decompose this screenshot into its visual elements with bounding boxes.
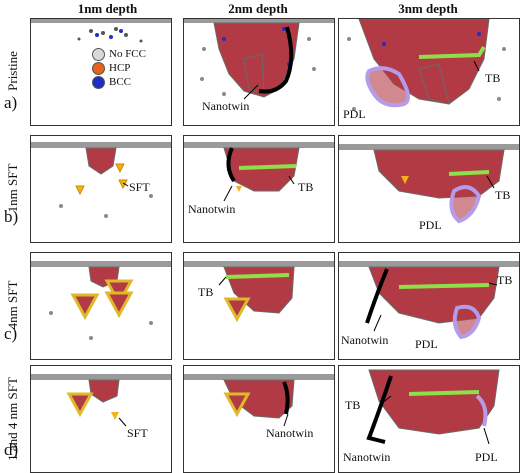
- column-header-2nm: 2nm depth: [228, 1, 288, 16]
- nanotwin-line: [365, 268, 389, 324]
- tb-line: [448, 170, 490, 176]
- label-nanotwin-a: Nanotwin: [202, 99, 250, 113]
- column-header-1nm: 1nm depth: [77, 1, 138, 16]
- label-tb-c3: TB: [497, 273, 513, 287]
- atom-render-c-1nm: [31, 261, 171, 340]
- sft-markers: [70, 279, 134, 321]
- atom-render-c-2nm: [184, 261, 334, 323]
- panel-b-1nm: SFT: [30, 135, 172, 243]
- tb-line: [418, 45, 486, 59]
- label-sft-b: SFT: [129, 180, 150, 194]
- hcp-swatch: [92, 61, 105, 75]
- tb-line: [238, 164, 297, 170]
- legend-item-hcp: HCP: [92, 61, 146, 75]
- legend-item-no-fcc: No FCC: [92, 47, 146, 61]
- pdl-outline: [452, 304, 482, 340]
- panel-a-3nm: TB PDL: [338, 18, 520, 126]
- label-nanotwin-c: Nanotwin: [341, 333, 389, 347]
- row-letter-b: b): [4, 207, 19, 226]
- atom-render-a-1nm: [31, 19, 171, 43]
- row-letter-c: c): [4, 324, 18, 343]
- tb-line: [398, 283, 490, 289]
- row-letter-d: d): [4, 440, 19, 459]
- atom-render-d-2nm: [184, 374, 334, 427]
- atom-render-d-1nm: [31, 374, 171, 427]
- sft-markers: [75, 163, 128, 196]
- nanotwin-line: [282, 381, 290, 415]
- legend-item-bcc: BCC: [92, 75, 146, 89]
- label-sft-d: SFT: [127, 426, 148, 440]
- panel-a-2nm: Nanotwin: [183, 18, 335, 126]
- pdl-outline: [449, 185, 482, 224]
- panel-b-3nm: TB PDL: [338, 135, 520, 243]
- pdl-outline: [365, 66, 410, 108]
- atom-render-b-1nm: [31, 142, 171, 218]
- atom-render-d-3nm: [366, 369, 500, 445]
- label-nanotwin-b: Nanotwin: [188, 202, 236, 216]
- panel-d-1nm: SFT: [30, 365, 172, 473]
- label-pdl-d: PDL: [475, 450, 498, 464]
- label-pdl-b: PDL: [419, 218, 442, 232]
- label-nanotwin-d2: Nanotwin: [266, 426, 314, 440]
- panel-c-2nm: TB: [183, 252, 335, 360]
- atom-render-c-3nm: [339, 261, 519, 340]
- no-fcc-swatch: [92, 47, 105, 61]
- nanotwin-line: [366, 375, 393, 444]
- tb-line: [408, 390, 480, 396]
- panel-c-1nm: [30, 252, 172, 360]
- atom-render-b-2nm: [184, 142, 334, 202]
- label-tb-c2: TB: [198, 285, 214, 299]
- nanotwin-line: [258, 26, 294, 94]
- structure-legend: No FCC HCP BCC: [92, 47, 146, 89]
- atom-render-b-3nm: [339, 144, 519, 224]
- bcc-swatch: [92, 75, 105, 89]
- label-tb-a: TB: [485, 71, 501, 85]
- panel-d-3nm: TB Nanotwin PDL: [338, 365, 520, 473]
- panel-d-2nm: Nanotwin: [183, 365, 335, 473]
- row-letter-a: a): [4, 93, 18, 112]
- nanotwin-line: [226, 147, 236, 183]
- label-tb-b2: TB: [298, 180, 314, 194]
- atom-render-a-2nm: [184, 19, 334, 100]
- atom-render-a-3nm: [347, 19, 506, 111]
- label-nanotwin-d3: Nanotwin: [343, 450, 391, 464]
- label-pdl-a: PDL: [343, 107, 366, 121]
- label-tb-d3: TB: [345, 398, 361, 412]
- column-header-3nm: 3nm depth: [398, 1, 458, 16]
- pdl-outline: [475, 394, 488, 427]
- tb-line: [225, 273, 290, 279]
- label-tb-b3: TB: [495, 188, 511, 202]
- label-pdl-c: PDL: [415, 337, 438, 351]
- panel-c-3nm: TB Nanotwin PDL: [338, 252, 520, 360]
- panel-b-2nm: TB Nanotwin: [183, 135, 335, 243]
